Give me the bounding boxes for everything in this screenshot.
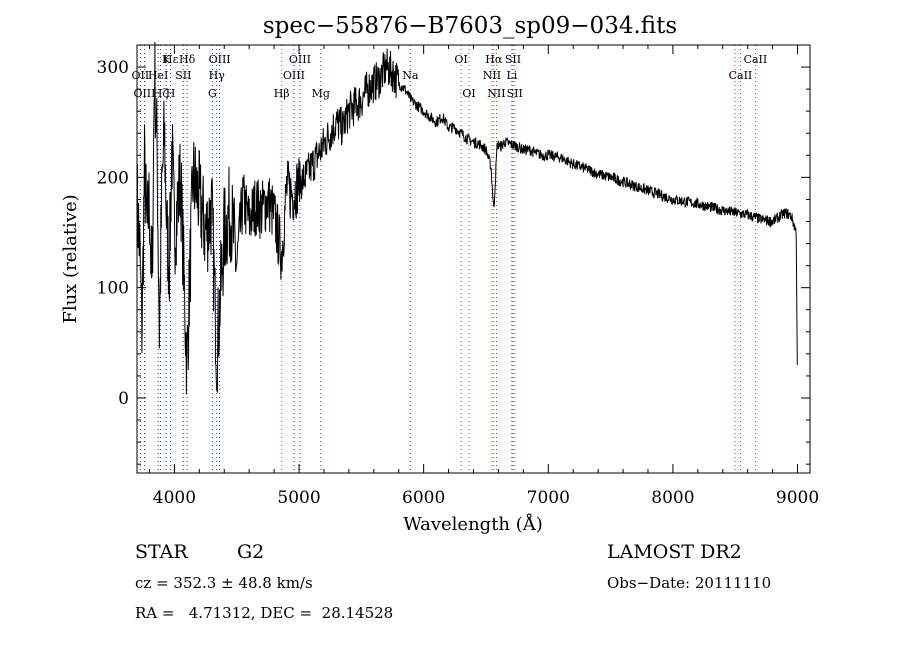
- line-label: CaII: [744, 53, 768, 66]
- y-tick-label: 100: [97, 279, 129, 299]
- line-label: K: [162, 53, 171, 66]
- line-label: OI: [454, 53, 467, 66]
- y-tick-label: 300: [97, 58, 129, 78]
- x-tick-label: 6000: [402, 488, 445, 508]
- plot-frame: [136, 44, 811, 474]
- line-label: CaII: [729, 69, 753, 82]
- survey-name: LAMOST DR2: [607, 541, 742, 563]
- line-markers: [139, 45, 756, 473]
- line-label: Hγ: [209, 69, 226, 82]
- x-tick-label: 5000: [277, 488, 320, 508]
- line-label: Hα: [485, 53, 503, 66]
- line-label: OIII: [289, 53, 311, 66]
- line-label: NII: [487, 87, 505, 100]
- x-tick-label: 9000: [776, 488, 819, 508]
- x-tick-label: 7000: [527, 488, 570, 508]
- line-label: SII: [175, 69, 191, 82]
- line-label: SII: [505, 53, 521, 66]
- line-label: OIII: [283, 69, 305, 82]
- spectrum-line: [136, 41, 798, 395]
- line-label: NII: [483, 69, 501, 82]
- line-label: Li: [506, 69, 517, 82]
- line-label: Mg: [312, 87, 330, 100]
- line-label: H: [166, 87, 176, 100]
- line-label: Na: [402, 69, 419, 82]
- chart-title: spec−55876−B7603_sp09−034.fits: [263, 13, 677, 39]
- line-label: G: [208, 87, 217, 100]
- line-label: HeI: [148, 69, 168, 82]
- line-label: Hζ: [153, 87, 169, 100]
- y-tick-label: 200: [97, 168, 129, 188]
- line-label: SII: [507, 87, 523, 100]
- ra-dec: RA = 4.71312, DEC = 28.14528: [135, 604, 394, 622]
- spectrum-series: [136, 41, 798, 395]
- line-label: OI: [462, 87, 475, 100]
- x-tick-label: 4000: [153, 488, 196, 508]
- line-label: OII: [132, 69, 150, 82]
- object-class: STAR: [135, 541, 188, 563]
- axis-ticks: 4000 5000 6000 7000 8000 9000 0 100 200 300: [97, 44, 819, 508]
- y-axis-label: Flux (relative): [60, 194, 81, 323]
- line-labels: Hε OII OIII K HeI Hζ SII H Hδ OIII Hγ G OIII OIII Hβ Mg…: [132, 53, 768, 100]
- redshift-cz: cz = 352.3 ± 48.8 km/s: [135, 574, 313, 592]
- x-axis-label: Wavelength (Å): [403, 513, 543, 535]
- obs-date: Obs−Date: 20111110: [607, 574, 772, 592]
- x-tick-label: 8000: [651, 488, 694, 508]
- line-label: OIII: [133, 87, 155, 100]
- line-label: OIII: [209, 53, 231, 66]
- object-subclass: G2: [237, 541, 265, 563]
- line-label: Hβ: [274, 87, 290, 100]
- line-label: Hδ: [179, 53, 196, 66]
- line-label: Hε: [163, 53, 179, 66]
- y-tick-label: 0: [118, 389, 129, 409]
